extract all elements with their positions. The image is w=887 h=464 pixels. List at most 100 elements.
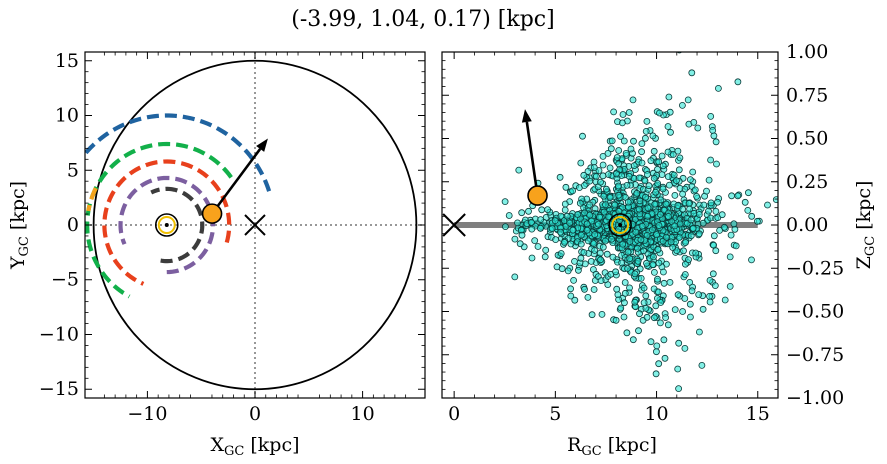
star-point bbox=[551, 217, 559, 225]
xy-y-tick-label: −15 bbox=[39, 378, 79, 400]
star-point bbox=[681, 344, 689, 352]
star-point bbox=[624, 212, 632, 220]
star-point bbox=[686, 205, 693, 213]
star-point bbox=[695, 230, 703, 238]
star-point bbox=[712, 207, 720, 215]
star-point bbox=[666, 108, 674, 116]
star-point bbox=[730, 220, 738, 228]
star-point bbox=[537, 224, 544, 232]
star-point bbox=[779, 223, 785, 229]
star-point bbox=[728, 192, 735, 200]
star-point bbox=[635, 205, 643, 213]
star-point bbox=[654, 275, 661, 283]
star-point bbox=[710, 241, 717, 249]
star-point bbox=[514, 219, 521, 227]
star-point bbox=[569, 187, 576, 195]
star-point bbox=[754, 217, 761, 225]
star-point bbox=[686, 300, 694, 308]
star-point bbox=[675, 339, 683, 347]
star-point bbox=[654, 180, 662, 187]
xy-y-tick-label: −10 bbox=[39, 323, 79, 345]
star-point bbox=[741, 198, 749, 206]
star-point bbox=[657, 319, 664, 327]
galaxy-boundary-circle bbox=[92, 59, 418, 391]
star-point bbox=[665, 213, 672, 220]
star-point bbox=[638, 148, 645, 156]
rz-y-tick-label: 0.25 bbox=[786, 171, 828, 193]
star-point bbox=[581, 182, 588, 189]
star-point bbox=[712, 138, 720, 146]
star-point bbox=[676, 220, 684, 228]
star-point bbox=[727, 231, 735, 239]
star-point bbox=[737, 22, 743, 28]
star-point bbox=[652, 302, 660, 310]
star-point bbox=[624, 198, 632, 206]
star-sample bbox=[501, 22, 840, 393]
star-point bbox=[710, 132, 718, 140]
star-point bbox=[569, 226, 577, 234]
star-point bbox=[629, 336, 637, 344]
rz-object-marker bbox=[527, 185, 548, 206]
star-point bbox=[626, 255, 634, 263]
star-point bbox=[528, 225, 536, 233]
star-point bbox=[688, 69, 696, 77]
star-point bbox=[637, 274, 645, 282]
star-point bbox=[706, 276, 714, 284]
star-point bbox=[606, 194, 614, 201]
rz-y-tick-label: 0.00 bbox=[786, 214, 828, 236]
star-point bbox=[718, 211, 726, 219]
star-point bbox=[621, 279, 629, 286]
star-point bbox=[577, 159, 585, 167]
star-point bbox=[642, 193, 649, 201]
star-point bbox=[623, 181, 631, 189]
star-point bbox=[603, 250, 611, 258]
star-point bbox=[652, 188, 659, 196]
star-point bbox=[613, 154, 621, 161]
star-point bbox=[650, 314, 658, 322]
star-point bbox=[599, 172, 607, 180]
star-point bbox=[655, 288, 662, 296]
star-point bbox=[707, 199, 715, 207]
star-point bbox=[660, 268, 667, 276]
star-point bbox=[679, 308, 686, 315]
star-point bbox=[630, 162, 638, 170]
rz-y-axis-label: ZGC [kpc] bbox=[853, 181, 878, 270]
star-point bbox=[566, 219, 574, 227]
rz-sun-marker-dot bbox=[618, 223, 623, 227]
rz-y-tick-label: −1.00 bbox=[786, 387, 844, 409]
star-point bbox=[586, 211, 594, 219]
rz-x-tick-label: 5 bbox=[549, 403, 561, 425]
star-point bbox=[671, 191, 679, 199]
xy-x-tick-label: 10 bbox=[351, 403, 375, 425]
star-point bbox=[640, 299, 648, 307]
star-point bbox=[577, 240, 585, 248]
star-point bbox=[591, 231, 599, 238]
star-point bbox=[834, 234, 840, 240]
star-point bbox=[656, 109, 663, 117]
star-point bbox=[576, 199, 584, 207]
star-point bbox=[721, 223, 728, 231]
star-point bbox=[726, 282, 734, 290]
star-point bbox=[703, 187, 710, 195]
star-point bbox=[734, 78, 742, 86]
star-point bbox=[586, 177, 594, 185]
star-point bbox=[671, 306, 679, 314]
star-point bbox=[716, 226, 723, 234]
star-point bbox=[687, 176, 694, 184]
rz-y-tick-label: −0.75 bbox=[786, 344, 844, 366]
star-point bbox=[587, 257, 595, 265]
star-point bbox=[647, 157, 655, 165]
star-point bbox=[592, 172, 600, 180]
star-point bbox=[644, 204, 652, 212]
star-point bbox=[610, 108, 617, 116]
star-point bbox=[511, 273, 519, 281]
star-point bbox=[660, 279, 668, 287]
xy-y-tick-label: 10 bbox=[55, 105, 79, 127]
star-point bbox=[666, 278, 674, 286]
star-point bbox=[597, 277, 605, 285]
star-point bbox=[706, 298, 714, 306]
star-point bbox=[596, 249, 604, 257]
star-point bbox=[681, 295, 689, 302]
star-point bbox=[625, 172, 633, 180]
star-point bbox=[624, 248, 632, 256]
